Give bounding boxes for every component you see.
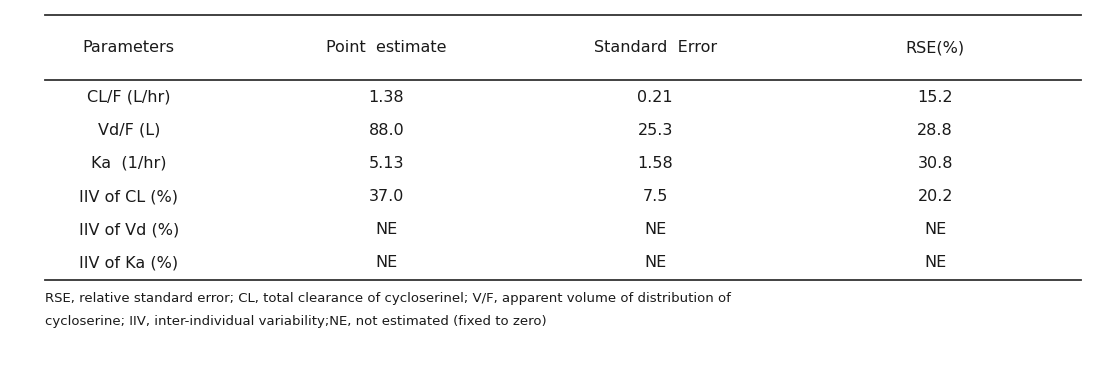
Text: Parameters: Parameters xyxy=(83,40,175,56)
Text: 20.2: 20.2 xyxy=(917,189,953,204)
Text: 15.2: 15.2 xyxy=(917,90,953,105)
Text: 0.21: 0.21 xyxy=(637,90,673,105)
Text: 28.8: 28.8 xyxy=(917,123,953,138)
Text: IIV of Vd (%): IIV of Vd (%) xyxy=(78,222,179,237)
Text: NE: NE xyxy=(644,255,666,270)
Text: 30.8: 30.8 xyxy=(917,156,953,171)
Text: IIV of Ka (%): IIV of Ka (%) xyxy=(80,255,178,270)
Text: NE: NE xyxy=(375,222,398,237)
Text: 88.0: 88.0 xyxy=(368,123,404,138)
Text: NE: NE xyxy=(924,222,946,237)
Text: 5.13: 5.13 xyxy=(368,156,404,171)
Text: 1.58: 1.58 xyxy=(637,156,673,171)
Text: RSE(%): RSE(%) xyxy=(906,40,964,56)
Text: cycloserine; IIV, inter-individual variability;NE, not estimated (fixed to zero): cycloserine; IIV, inter-individual varia… xyxy=(45,315,547,328)
Text: Standard  Error: Standard Error xyxy=(594,40,717,56)
Text: 37.0: 37.0 xyxy=(368,189,404,204)
Text: 25.3: 25.3 xyxy=(637,123,673,138)
Text: NE: NE xyxy=(924,255,946,270)
Text: IIV of CL (%): IIV of CL (%) xyxy=(80,189,178,204)
Text: NE: NE xyxy=(644,222,666,237)
Text: 7.5: 7.5 xyxy=(643,189,668,204)
Text: 1.38: 1.38 xyxy=(368,90,404,105)
Text: NE: NE xyxy=(375,255,398,270)
Text: RSE, relative standard error; CL, total clearance of cycloserinel; V/F, apparent: RSE, relative standard error; CL, total … xyxy=(45,292,730,305)
Text: Point  estimate: Point estimate xyxy=(326,40,447,56)
Text: CL/F (L/hr): CL/F (L/hr) xyxy=(87,90,170,105)
Text: Ka  (1/hr): Ka (1/hr) xyxy=(91,156,167,171)
Text: Vd/F (L): Vd/F (L) xyxy=(97,123,160,138)
